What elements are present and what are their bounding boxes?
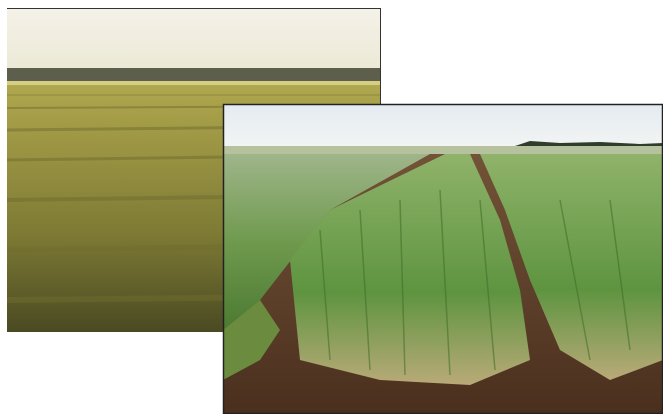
tree-line	[7, 68, 381, 81]
horizon-field	[7, 81, 381, 85]
sky	[7, 8, 381, 70]
left-rows	[223, 154, 430, 330]
sky	[223, 104, 663, 146]
stems	[319, 189, 631, 376]
left-edge-row	[223, 300, 280, 380]
right-rows	[480, 154, 663, 380]
photo-green-rows	[222, 103, 663, 414]
distant-field	[223, 146, 663, 154]
center-row	[290, 154, 530, 385]
